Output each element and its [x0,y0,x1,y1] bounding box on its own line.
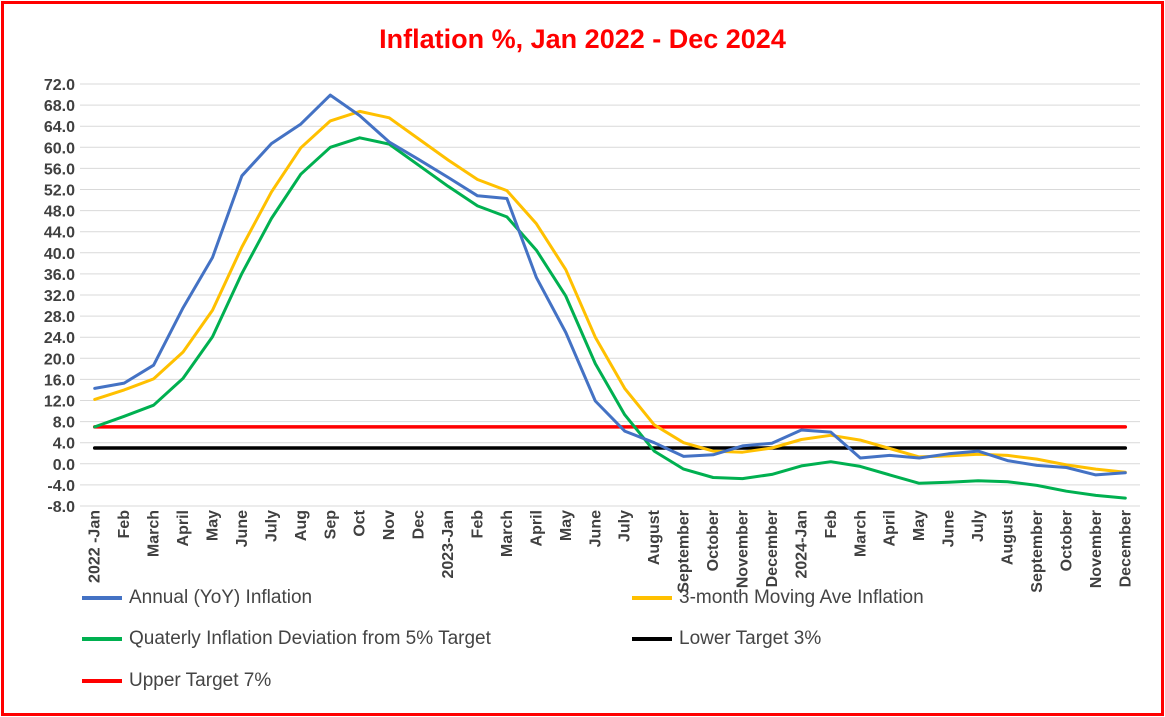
y-tick-label: 44.0 [44,225,75,242]
x-tick-label: September [1029,510,1046,593]
legend-label: 3-month Moving Ave Inflation [679,587,924,608]
legend-label: Annual (YoY) Inflation [129,587,313,608]
x-tick-label: May [911,510,928,541]
legend-label: Lower Target 3% [679,628,822,649]
x-tick-label: June [234,510,251,547]
series-line-1 [93,93,1127,477]
y-tick-label: 24.0 [44,330,75,347]
x-tick-label: October [1058,510,1075,571]
x-tick-label: April [528,510,545,546]
x-tick-label: August [1000,509,1017,565]
x-tick-label: Nov [381,510,398,540]
legend-label: Upper Target 7% [129,670,272,691]
legend-swatch [82,679,122,683]
x-tick-label: Feb [470,510,487,539]
x-tick-label: December [1117,510,1134,587]
y-tick-label: 40.0 [44,246,75,263]
y-tick-label: 60.0 [44,140,75,157]
legend-swatch [632,596,672,600]
x-tick-label: Dec [411,510,428,539]
legend-swatch [82,596,122,600]
chart-title: Inflation %, Jan 2022 - Dec 2024 [379,24,786,54]
y-tick-label: -8.0 [47,499,75,516]
y-tick-label: 20.0 [44,351,75,368]
x-tick-label: June [941,510,958,547]
x-tick-label: July [970,510,987,542]
y-tick-label: 16.0 [44,372,75,389]
x-tick-label: November [1088,510,1105,588]
x-tick-label: Feb [823,510,840,539]
x-tick-label: October [705,510,722,571]
legend-label: Quaterly Inflation Deviation from 5% Tar… [129,628,491,649]
legend-swatch [82,637,122,641]
x-tick-label: Sep [322,510,339,540]
x-tick-label: Oct [352,509,369,536]
y-tick-label: 0.0 [53,457,75,474]
x-tick-label: November [735,510,752,588]
x-tick-label: Aug [293,510,310,541]
y-tick-label: 8.0 [53,415,75,432]
x-tick-label: December [764,510,781,587]
y-tick-label: 12.0 [44,394,75,411]
legend-item: Annual (YoY) Inflation [82,587,312,609]
x-tick-label: 2024-Jan [793,510,810,579]
legend-item: 3-month Moving Ave Inflation [632,587,924,609]
y-tick-label: 64.0 [44,119,75,136]
x-tick-label: July [263,510,280,542]
x-tick-label: March [499,510,516,557]
x-tick-label: May [558,510,575,541]
x-tick-label: June [587,510,604,547]
legend-swatch [632,637,672,641]
series-line-3 [93,136,1127,500]
x-tick-label: May [205,510,222,541]
y-tick-label: 52.0 [44,183,75,200]
x-tick-label: March [852,510,869,557]
y-tick-label: 32.0 [44,288,75,305]
x-tick-label: Feb [116,510,133,539]
x-tick-label: 2023-Jan [440,510,457,579]
legend-item: Lower Target 3% [632,628,821,650]
x-tick-label: July [617,510,634,542]
y-tick-label: 36.0 [44,267,75,284]
y-tick-label: 4.0 [53,436,75,453]
x-tick-label: September [676,510,693,593]
y-tick-label: 56.0 [44,161,75,178]
y-tick-label: 72.0 [44,77,75,94]
x-tick-label: March [146,510,163,557]
x-tick-label: April [882,510,899,546]
series-line-2 [93,109,1127,474]
legend-item: Quaterly Inflation Deviation from 5% Tar… [82,628,491,650]
x-tick-label: April [175,510,192,546]
x-tick-label: August [646,509,663,565]
x-tick-label: 2022 -Jan [87,510,104,583]
y-tick-label: 68.0 [44,98,75,115]
y-tick-label: 48.0 [44,204,75,221]
y-tick-label: 28.0 [44,309,75,326]
y-tick-label: -4.0 [47,478,75,495]
legend-item: Upper Target 7% [82,670,271,692]
